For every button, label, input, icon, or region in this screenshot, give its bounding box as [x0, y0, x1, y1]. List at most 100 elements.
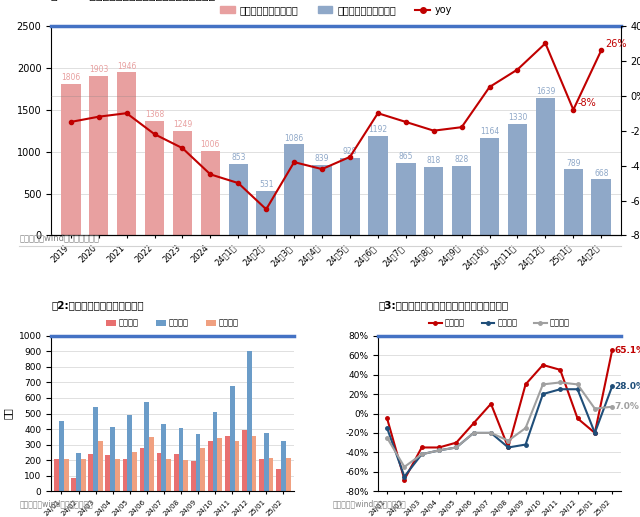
- Bar: [230, 386, 234, 491]
- 三线城市: [573, 381, 581, 387]
- Bar: [252, 436, 257, 491]
- Bar: [89, 76, 108, 236]
- Bar: [285, 458, 291, 491]
- Bar: [71, 478, 76, 491]
- Bar: [212, 412, 218, 491]
- Text: 1330: 1330: [508, 113, 527, 123]
- Line: 二线城市: 二线城市: [385, 385, 614, 478]
- 三线城市: [418, 451, 426, 458]
- Bar: [98, 442, 103, 491]
- Bar: [269, 458, 273, 491]
- 二线城市: [539, 391, 547, 397]
- Bar: [396, 163, 415, 236]
- Bar: [145, 402, 149, 491]
- Bar: [208, 442, 212, 491]
- Bar: [132, 452, 137, 491]
- Bar: [122, 459, 127, 491]
- Text: 818: 818: [427, 156, 441, 165]
- Text: 1806: 1806: [61, 73, 81, 82]
- Text: 865: 865: [399, 153, 413, 161]
- Bar: [480, 138, 499, 236]
- Bar: [564, 170, 583, 236]
- 一线城市: [401, 476, 408, 482]
- 一线城市: [504, 445, 512, 451]
- 一线城市: [383, 415, 391, 421]
- Bar: [145, 121, 164, 236]
- 三线城市: [435, 447, 443, 453]
- Text: 数据来源：wind，中信建投证券: 数据来源：wind，中信建投证券: [333, 499, 406, 509]
- Bar: [54, 459, 59, 491]
- Bar: [200, 448, 205, 491]
- Text: 928: 928: [343, 147, 357, 156]
- 一线城市: [452, 439, 460, 446]
- Bar: [64, 459, 68, 491]
- Line: 一线城市: 一线城市: [385, 348, 614, 481]
- Bar: [191, 461, 196, 491]
- Bar: [140, 448, 145, 491]
- 三线城市: [591, 405, 598, 412]
- 三线城市: [608, 404, 616, 410]
- 二线城市: [487, 430, 495, 436]
- Bar: [340, 158, 360, 236]
- Y-axis label: 万平: 万平: [3, 407, 13, 419]
- 三线城市: [383, 435, 391, 441]
- Bar: [276, 468, 281, 491]
- Bar: [218, 438, 222, 491]
- Bar: [166, 459, 171, 491]
- Bar: [61, 84, 81, 236]
- Text: 1164: 1164: [480, 127, 499, 136]
- Bar: [264, 433, 269, 491]
- 二线城市: [418, 451, 426, 458]
- Text: 1006: 1006: [201, 141, 220, 149]
- Bar: [179, 428, 183, 491]
- Bar: [59, 421, 64, 491]
- Text: 数据来源：wind，中信建投证券: 数据来源：wind，中信建投证券: [19, 499, 93, 509]
- 三线城市: [539, 381, 547, 387]
- Legend: 一线城市, 二线城市, 三线城市: 一线城市, 二线城市, 三线城市: [426, 315, 573, 331]
- Bar: [225, 436, 230, 491]
- Bar: [591, 179, 611, 236]
- Bar: [259, 459, 264, 491]
- Bar: [149, 437, 154, 491]
- Bar: [424, 167, 444, 236]
- 二线城市: [452, 445, 460, 451]
- 二线城市: [383, 425, 391, 431]
- 一线城市: [573, 415, 581, 421]
- Bar: [76, 453, 81, 491]
- Line: 三线城市: 三线城市: [385, 381, 614, 468]
- Text: 1249: 1249: [173, 120, 192, 129]
- Text: 789: 789: [566, 159, 580, 168]
- 二线城市: [573, 386, 581, 392]
- Bar: [161, 424, 166, 491]
- Text: 531: 531: [259, 180, 273, 189]
- 一线城市: [539, 362, 547, 368]
- Bar: [536, 98, 555, 236]
- Text: 图3:各线城市新房月度成交面积同比增速变化: 图3:各线城市新房月度成交面积同比增速变化: [378, 300, 509, 310]
- Bar: [196, 434, 200, 491]
- Text: 828: 828: [454, 156, 468, 164]
- Bar: [173, 454, 179, 491]
- Bar: [110, 428, 115, 491]
- Text: 1086: 1086: [285, 134, 304, 143]
- 二线城市: [608, 383, 616, 389]
- 一线城市: [470, 420, 477, 427]
- Text: 1946: 1946: [117, 62, 136, 71]
- 二线城市: [556, 386, 564, 392]
- Text: 26%: 26%: [605, 39, 627, 49]
- 二线城市: [504, 445, 512, 451]
- Bar: [93, 406, 98, 491]
- Bar: [312, 165, 332, 236]
- Text: 7.0%: 7.0%: [615, 402, 639, 411]
- 二线城市: [401, 474, 408, 480]
- 三线城市: [487, 430, 495, 436]
- Bar: [183, 460, 188, 491]
- Text: 图2:各线城市新房月度成交面积: 图2:各线城市新房月度成交面积: [51, 300, 144, 310]
- Bar: [281, 442, 285, 491]
- Bar: [117, 72, 136, 236]
- Bar: [127, 415, 132, 491]
- Text: 839: 839: [315, 155, 330, 163]
- Bar: [257, 191, 276, 236]
- Bar: [247, 351, 252, 491]
- 三线城市: [401, 464, 408, 470]
- 一线城市: [591, 430, 598, 436]
